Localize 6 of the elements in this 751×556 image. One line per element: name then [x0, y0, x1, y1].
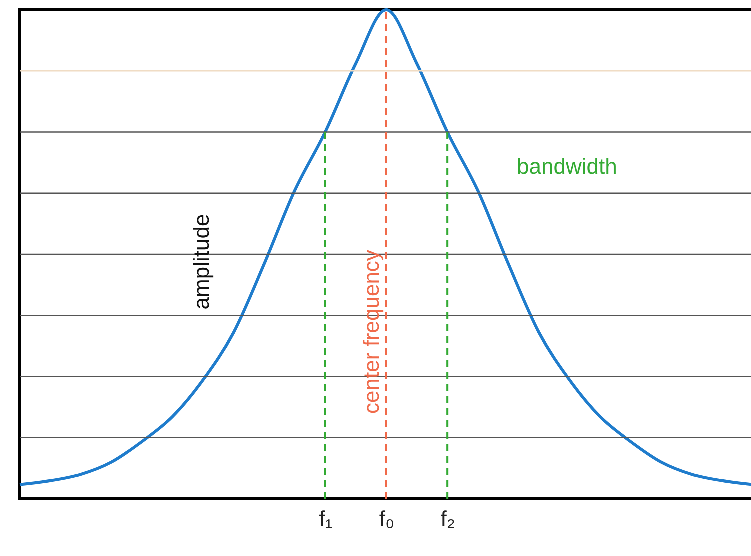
annotation: center frequency — [359, 250, 384, 414]
annotation: bandwidth — [517, 154, 618, 179]
x-tick-label: f₂ — [440, 506, 456, 532]
annotation: amplitude — [189, 214, 214, 310]
x-tick-label: f₁ — [319, 506, 333, 532]
x-tick-label: f₀ — [379, 506, 395, 532]
